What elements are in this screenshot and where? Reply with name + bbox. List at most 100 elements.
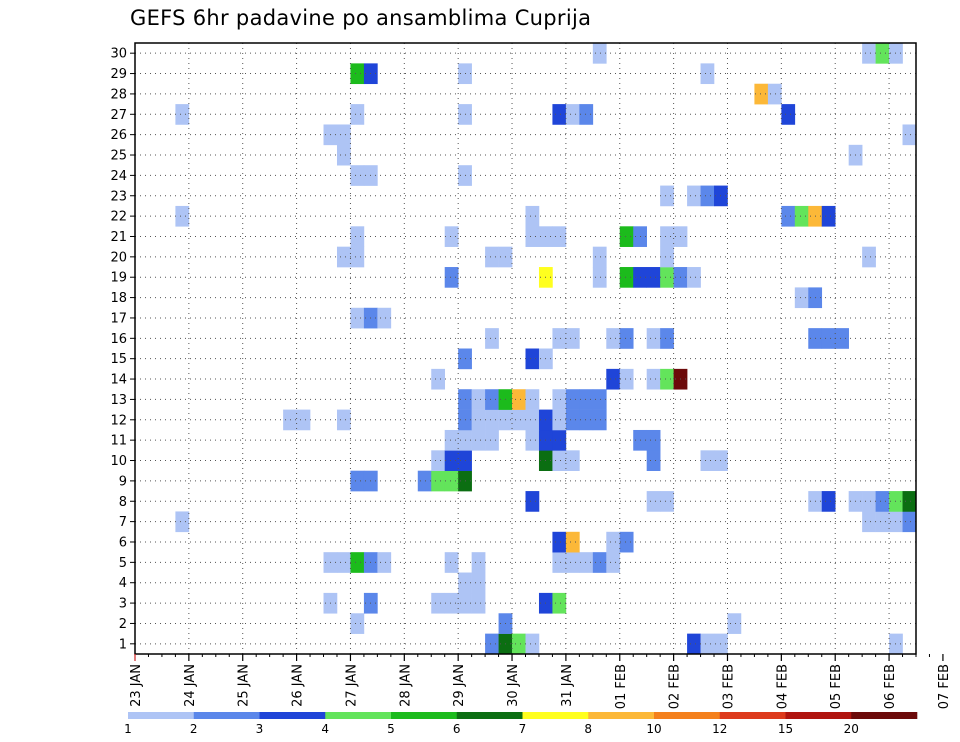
heatmap-cell	[565, 328, 580, 349]
y-tick-label: 4	[119, 576, 127, 591]
y-tick-label: 12	[110, 413, 127, 428]
heatmap-cell	[646, 429, 661, 451]
y-tick-label: 22	[110, 210, 127, 225]
y-tick-label: 13	[110, 393, 127, 408]
heatmap-cell	[579, 409, 594, 431]
x-tick-label: 26 JAN	[291, 664, 306, 707]
y-tick-label: 2	[119, 617, 127, 632]
y-tick-label: 1	[119, 637, 127, 652]
heatmap-cell	[431, 450, 446, 471]
heatmap-cell	[592, 552, 607, 573]
y-tick-label: 8	[119, 495, 127, 510]
x-tick-label: 01 FEB	[614, 664, 629, 709]
heatmap-cell	[444, 267, 459, 288]
heatmap-cell	[336, 144, 351, 166]
heatmap-cell	[485, 409, 499, 431]
heatmap-cell	[660, 267, 674, 288]
y-tick-label: 11	[110, 434, 127, 449]
y-tick-label: 28	[110, 87, 127, 102]
x-tick-label: 06 FEB	[883, 664, 898, 709]
x-tick-label: 29 JAN	[452, 664, 467, 707]
x-tick-label: 02 FEB	[668, 664, 683, 709]
x-axis: 23 JAN 24 JAN 25 JAN 26 JAN 27 JAN 28 JAN 29 J…	[129, 654, 952, 709]
heatmap-cell	[646, 491, 661, 512]
heatmap-cell	[350, 307, 365, 329]
colorbar-swatch	[588, 712, 655, 719]
colorbar-label: 5	[387, 722, 395, 736]
colorbar-swatch	[259, 712, 326, 719]
colorbar-swatch	[325, 712, 392, 719]
heatmap-cell	[592, 409, 607, 431]
heatmap-cell	[444, 470, 459, 492]
heatmap-cell	[660, 368, 674, 390]
heatmap-cell	[431, 368, 446, 390]
x-tick-label: 07 FEB	[937, 664, 952, 709]
heatmap-cell	[471, 592, 486, 614]
x-tick-label: 04 FEB	[775, 664, 790, 709]
colorbar-swatch	[851, 712, 918, 719]
heatmap-cell	[781, 205, 796, 227]
colorbar-label: 2	[190, 722, 198, 736]
heatmap-cell	[350, 165, 365, 186]
heatmap-cell	[835, 328, 849, 349]
heatmap-cell	[552, 226, 567, 247]
heatmap-cell	[646, 450, 661, 471]
heatmap-cell	[444, 450, 459, 471]
heatmap-cell	[350, 104, 365, 125]
colorbar-swatch	[193, 712, 260, 719]
heatmap-cell	[336, 246, 351, 268]
heatmap-cell	[350, 226, 365, 247]
heatmap-cell	[619, 328, 634, 349]
heatmap-cell	[862, 246, 876, 268]
heatmap-cell	[821, 205, 836, 227]
x-tick-label: 27 JAN	[344, 664, 359, 707]
heatmap-cell	[444, 592, 459, 614]
heatmap-cell	[350, 246, 365, 268]
x-tick-label: 31 JAN	[560, 664, 575, 707]
x-tick-label: 23 JAN	[129, 664, 144, 707]
heatmap-cell	[471, 572, 486, 594]
heatmap-cell	[552, 104, 567, 125]
y-tick-label: 9	[119, 474, 127, 489]
heatmap-cell	[175, 104, 190, 125]
heatmap-cell	[336, 124, 351, 146]
colorbar-label: 12	[712, 722, 727, 736]
heatmap-cell	[552, 531, 567, 553]
heatmap-cell	[619, 531, 634, 553]
heatmap-cell	[619, 368, 634, 390]
y-tick-label: 30	[110, 47, 127, 62]
heatmap-cell	[565, 552, 580, 573]
heatmap-cell	[592, 43, 607, 64]
colorbar-label: 10	[646, 722, 661, 736]
heatmap-cell	[862, 491, 876, 512]
heatmap-cell	[565, 531, 580, 553]
colorbar-swatch	[719, 712, 786, 719]
heatmap-cell	[565, 104, 580, 125]
y-axis: 1234567891011121314151617181920212223242…	[110, 47, 135, 652]
heatmap-cell	[687, 185, 701, 207]
heatmap-cell	[821, 491, 836, 512]
heatmap-cell	[525, 409, 540, 431]
heatmap-cell	[525, 226, 540, 247]
colorbar-label: 1	[124, 722, 132, 736]
y-tick-label: 25	[110, 149, 127, 164]
heatmap-cell	[552, 592, 567, 614]
colorbar-swatch	[456, 712, 523, 719]
heatmap-cell	[660, 491, 674, 512]
heatmap-cell	[700, 450, 715, 471]
heatmap-cell	[525, 429, 540, 451]
y-tick-label: 27	[110, 108, 127, 123]
heatmap-cell	[592, 389, 607, 410]
heatmap-cell	[471, 429, 486, 451]
colorbar-label: 7	[519, 722, 527, 736]
y-tick-label: 18	[110, 291, 127, 306]
heatmap-cell	[700, 185, 715, 207]
x-tick-label: 30 JAN	[506, 664, 521, 707]
colorbar-swatch	[654, 712, 721, 719]
heatmap-cell	[350, 613, 365, 634]
heatmap-cell	[512, 389, 526, 410]
heatmap-cell	[579, 552, 594, 573]
heatmap-cell	[619, 267, 634, 288]
heatmap-cell	[754, 83, 769, 105]
heatmap-cell	[565, 450, 580, 471]
